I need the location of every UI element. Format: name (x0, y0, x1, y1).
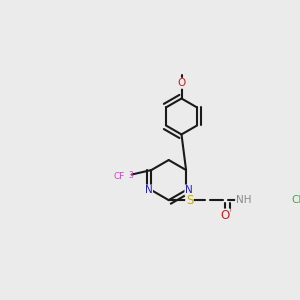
Text: Cl: Cl (292, 195, 300, 205)
Text: O: O (177, 78, 186, 88)
Text: S: S (186, 194, 193, 207)
Text: NH: NH (236, 195, 251, 205)
Text: N: N (145, 185, 152, 195)
Text: 3: 3 (128, 171, 133, 180)
Text: CF: CF (113, 172, 125, 181)
Text: O: O (221, 209, 230, 222)
Text: N: N (185, 185, 193, 195)
